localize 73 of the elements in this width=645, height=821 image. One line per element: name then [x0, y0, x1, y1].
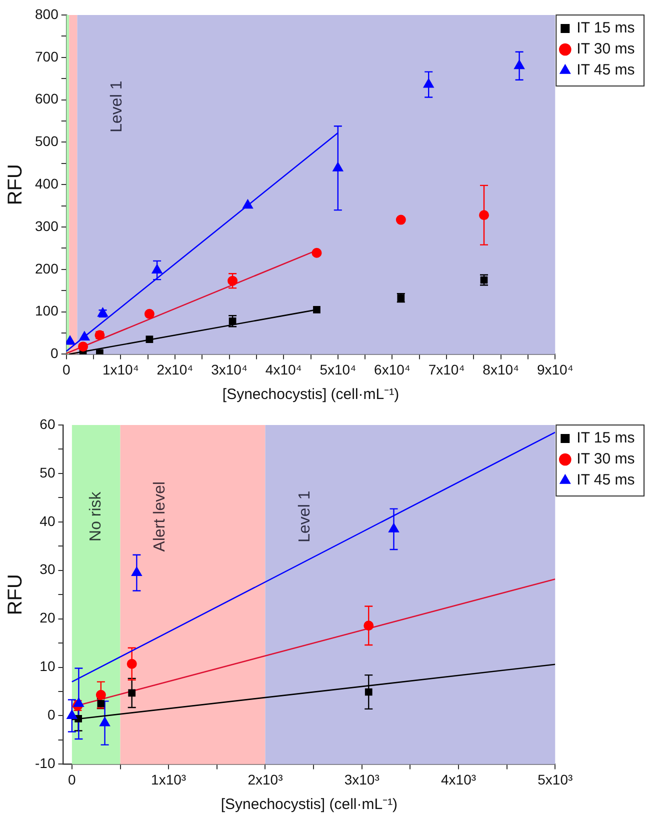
- x-tick-label: 4x10³: [440, 771, 476, 788]
- y-tick-label: 60: [40, 416, 56, 432]
- point: [146, 336, 154, 344]
- point: [66, 335, 76, 345]
- y-tick-label: 500: [35, 133, 59, 150]
- x-tick-label: 6x10⁴: [374, 361, 410, 378]
- point: [97, 307, 108, 317]
- x-tick-label: 0: [62, 361, 70, 378]
- x-tick-label: 9x10⁴: [536, 361, 574, 378]
- x-axis-title: [Synechocystis] (cell·mL⁻¹): [222, 386, 400, 404]
- point: [388, 523, 400, 532]
- point: [242, 199, 254, 209]
- band-label: Alert level: [152, 481, 169, 552]
- band-label: Level 1: [296, 490, 314, 542]
- point: [514, 60, 525, 70]
- x-tick-label: 4x10⁴: [265, 361, 302, 378]
- y-tick-label: 50: [40, 464, 56, 480]
- y-tick-label: 700: [35, 48, 59, 64]
- y-tick-label: 0: [47, 706, 56, 723]
- y-tick-label: 100: [35, 302, 59, 319]
- y-tick-label: 600: [35, 90, 59, 107]
- y-tick-label: 40: [40, 512, 56, 529]
- y-tick-label: -10: [35, 755, 56, 772]
- y-tick-label: 400: [35, 175, 59, 192]
- y-tick-label: 20: [40, 610, 56, 626]
- point: [131, 566, 142, 576]
- point: [96, 690, 106, 700]
- point: [152, 264, 162, 274]
- legend-label: IT 30 ms: [576, 40, 635, 58]
- band-label: Level 1: [108, 80, 126, 132]
- point: [100, 717, 110, 726]
- point: [364, 620, 374, 631]
- point: [126, 658, 137, 669]
- point: [396, 214, 406, 225]
- legend-label: IT 15 ms: [576, 20, 635, 37]
- legend-label: IT 30 ms: [576, 450, 635, 468]
- x-tick-label: 0: [68, 771, 76, 788]
- y-axis-title: RFU: [4, 164, 27, 206]
- x-tick-label: 1x10⁴: [102, 361, 139, 378]
- point: [128, 689, 136, 697]
- legend-label: IT 45 ms: [576, 472, 635, 489]
- y-axis-title: RFU: [4, 574, 27, 616]
- x-tick-label: 7x10⁴: [428, 361, 465, 378]
- y-tick-label: 10: [40, 658, 56, 674]
- point: [479, 210, 490, 220]
- point: [66, 710, 78, 719]
- legend-label: IT 15 ms: [576, 430, 635, 447]
- point: [96, 349, 104, 354]
- band-label: No risk: [88, 490, 104, 542]
- point: [364, 688, 372, 696]
- x-tick-label: 5x10³: [538, 771, 573, 788]
- point: [313, 306, 320, 314]
- point: [332, 162, 344, 172]
- x-tick-label: 2x10⁴: [156, 361, 194, 378]
- x-tick-label: 2x10³: [248, 771, 284, 788]
- x-axis-title: [Synechocystis] (cell·mL⁻¹): [220, 796, 398, 814]
- point: [79, 331, 90, 340]
- x-tick-label: 5x10⁴: [320, 361, 356, 378]
- y-tick-label: 30: [40, 561, 56, 578]
- legend-label: IT 45 ms: [576, 62, 635, 79]
- point: [144, 308, 154, 319]
- y-tick-label: 200: [35, 260, 59, 276]
- y-tick-label: 800: [35, 6, 59, 22]
- x-tick-label: 1x10³: [151, 771, 186, 788]
- x-tick-label: 3x10⁴: [211, 361, 248, 378]
- point: [423, 78, 434, 88]
- point: [312, 248, 322, 258]
- y-tick-label: 0: [50, 345, 59, 362]
- x-tick-label: 3x10³: [344, 771, 380, 788]
- point: [228, 276, 238, 286]
- point: [78, 342, 88, 352]
- y-tick-label: 300: [35, 218, 59, 234]
- x-tick-label: 8x10⁴: [482, 361, 520, 378]
